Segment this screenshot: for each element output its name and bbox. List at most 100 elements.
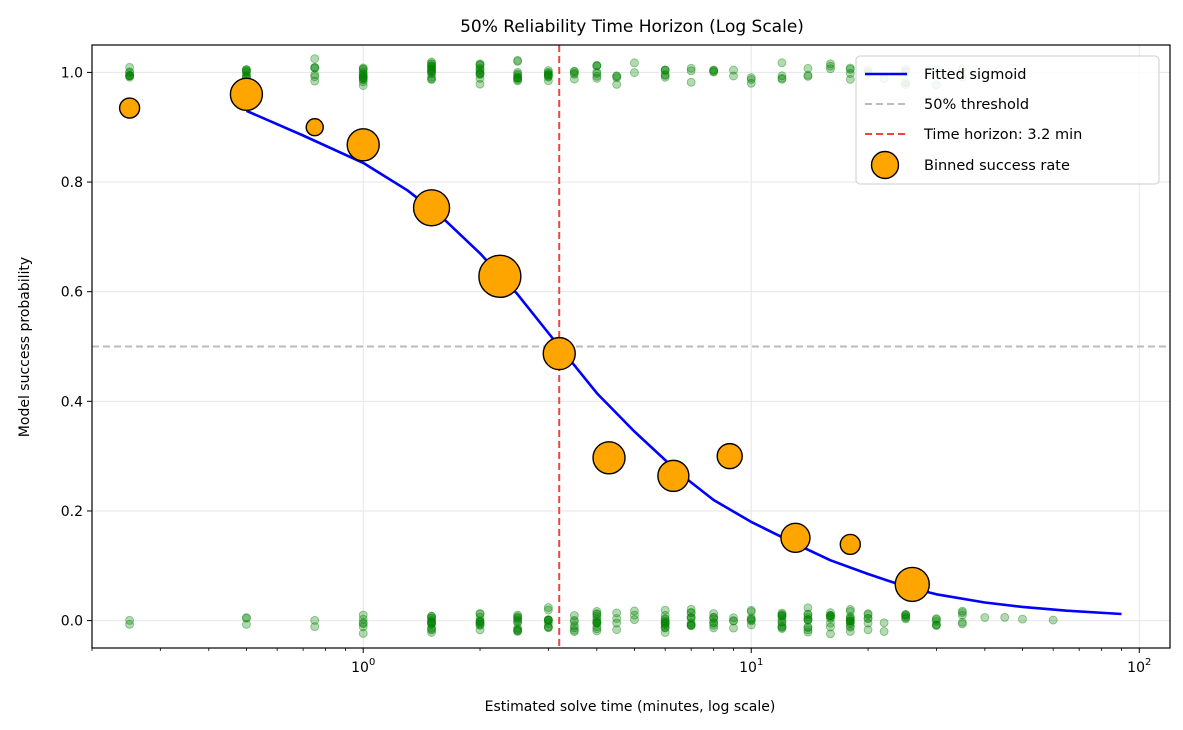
raw-failure-point [427,612,436,621]
raw-failure-point [931,615,941,624]
raw-success-point [513,56,523,66]
raw-failure-point [777,622,787,632]
raw-success-point [612,71,622,81]
raw-failure-point [746,616,756,626]
raw-failure-point [686,620,696,630]
raw-failure-point [879,618,889,628]
raw-failure-point [709,618,719,628]
axes-frame [91,44,1171,649]
raw-failure-point [957,606,967,616]
raw-success-point [475,70,485,79]
raw-success-point [569,74,579,84]
binned-point [478,254,522,299]
legend-label: Binned success rate [924,158,1070,174]
raw-failure-point [746,620,756,630]
raw-failure-point [845,616,855,626]
raw-failure-point [630,606,639,616]
y-tick-label: 0.0 [61,614,83,630]
raw-failure-point [569,617,579,627]
binned-point [412,189,451,227]
plot-marks [92,45,1170,648]
y-tick-label: 0.4 [61,394,83,410]
raw-success-point [746,78,756,88]
raw-failure-point [845,619,855,629]
raw-success-point [358,69,368,79]
raw-success-point [630,58,639,68]
raw-success-point [242,65,251,74]
raw-failure-point [777,624,787,633]
raw-success-point [427,68,436,77]
raw-success-point [358,63,368,73]
raw-failure-point [777,610,787,619]
binned-point [716,442,743,470]
raw-failure-point [845,607,855,616]
raw-failure-point [427,613,436,623]
raw-success-point [310,70,320,80]
raw-success-point [826,64,835,74]
raw-failure-point [686,604,696,614]
raw-failure-point [543,622,553,632]
raw-failure-point [660,614,670,623]
raw-success-point [513,72,523,82]
raw-success-point [427,64,436,73]
raw-success-point [543,68,553,77]
raw-success-point [475,69,485,79]
x-tick-base: 10 [739,660,757,676]
legend-swatch-binned [870,150,900,180]
raw-success-point [427,57,436,67]
x-tick-label: 101 [739,657,763,676]
y-tick-label: 0.8 [61,175,83,191]
raw-success-point [358,65,368,74]
raw-failure-point [475,609,485,618]
x-tick-base: 10 [351,660,369,676]
raw-failure-point [879,627,889,636]
raw-success-point [826,59,835,69]
raw-success-point [358,73,368,82]
raw-success-point [777,74,787,84]
raw-failure-point [543,615,553,625]
raw-failure-point [826,611,835,620]
raw-failure-point [660,621,670,631]
x-tick-base: 10 [1127,660,1145,676]
raw-failure-point [931,620,941,630]
raw-success-point [242,66,251,76]
raw-failure-point [729,616,738,626]
raw-failure-point [592,609,602,619]
raw-failure-point [242,619,251,629]
raw-failure-point [569,615,579,625]
raw-success-point [845,64,855,74]
raw-failure-point [777,611,787,621]
raw-success-point [125,71,135,81]
raw-success-point [125,70,135,80]
raw-success-point [358,77,368,87]
raw-failure-point [475,609,485,619]
raw-success-point [592,69,602,79]
raw-failure-point [125,615,135,625]
raw-failure-point [803,616,813,625]
raw-success-point [543,66,553,75]
y-axis-label: Model success probability [17,257,33,437]
raw-failure-point [612,618,622,628]
raw-success-point [543,70,553,79]
raw-failure-point [777,623,787,632]
raw-failure-point [660,614,670,624]
raw-success-point [358,64,368,74]
raw-success-point [125,71,135,81]
raw-failure-point [427,618,436,628]
chart-title: 50% Reliability Time Horizon (Log Scale) [460,17,804,37]
raw-failure-point [475,616,485,626]
raw-failure-point [543,622,553,632]
raw-success-point [475,60,485,70]
raw-success-point [709,65,719,75]
raw-success-point [686,77,696,87]
raw-failure-point [709,612,719,622]
raw-failure-point [592,614,602,624]
raw-failure-point [746,605,756,615]
raw-success-point [513,76,523,86]
raw-failure-point [777,617,787,627]
raw-failure-point [826,613,835,623]
raw-failure-point [592,618,602,628]
raw-failure-point [310,622,320,631]
raw-failure-point [709,612,719,622]
raw-success-point [475,68,485,78]
